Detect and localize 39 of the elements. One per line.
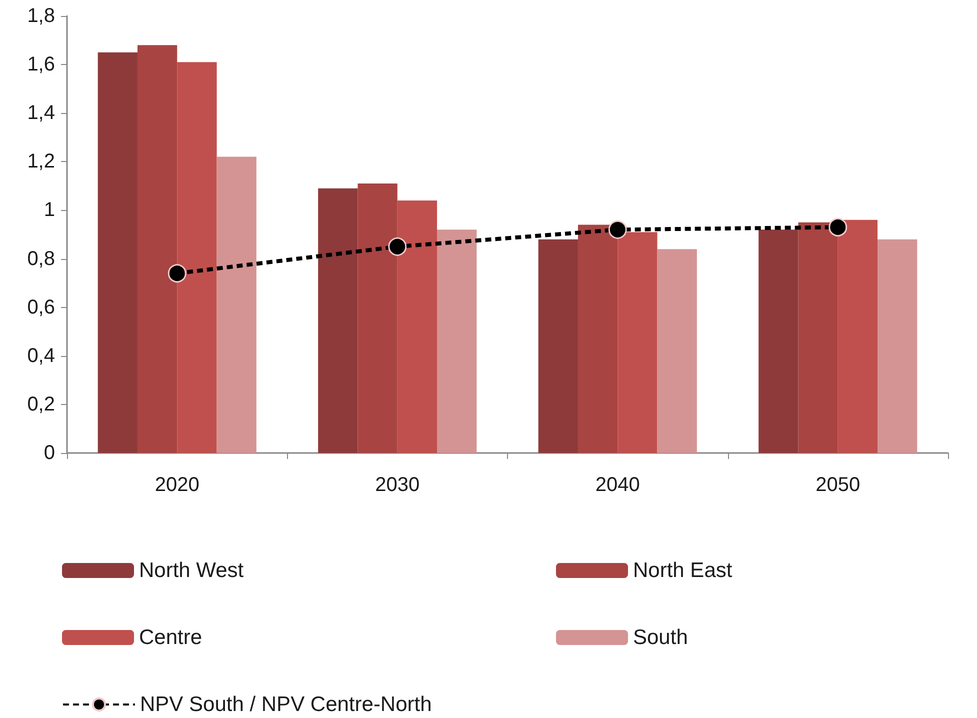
bar [838, 220, 878, 453]
bar [758, 230, 798, 453]
y-tick-label: 0,8 [27, 248, 55, 270]
point [388, 237, 407, 256]
legend-label: North East [633, 559, 732, 582]
x-tick-label: 2030 [375, 474, 420, 496]
bar [137, 45, 178, 453]
x-tick-label: 2040 [595, 474, 640, 496]
y-tick-label: 1,6 [27, 54, 55, 76]
bar [618, 232, 658, 453]
bar [437, 230, 477, 453]
point [168, 264, 186, 283]
x-tick-label: 2050 [816, 474, 860, 496]
bar [177, 62, 217, 453]
legend-label: South [633, 626, 688, 649]
bar [538, 239, 578, 453]
y-tick-label: 1 [44, 199, 55, 222]
legend-label: Centre [139, 626, 202, 649]
x-tick-label: 2020 [154, 474, 200, 496]
y-tick-label: 0,2 [27, 393, 55, 416]
bar [798, 222, 838, 453]
bar [216, 156, 256, 453]
bar [318, 188, 358, 453]
y-tick-label: 1,4 [27, 102, 55, 124]
bar [657, 249, 697, 453]
legend-label: North West [139, 559, 244, 582]
y-tick-label: 0 [44, 442, 55, 464]
y-tick-label: 1,8 [27, 5, 55, 27]
bar [98, 52, 138, 453]
y-tick-label: 1,2 [27, 150, 55, 173]
point [608, 220, 627, 239]
legend-label: NPV South / NPV Centre-North [140, 693, 432, 716]
point [828, 218, 848, 236]
y-tick-label: 0,4 [27, 344, 55, 367]
bar [358, 184, 398, 453]
bar [878, 239, 918, 453]
bar [397, 200, 438, 453]
bar [578, 224, 618, 453]
y-tick-label: 0,6 [27, 296, 55, 318]
